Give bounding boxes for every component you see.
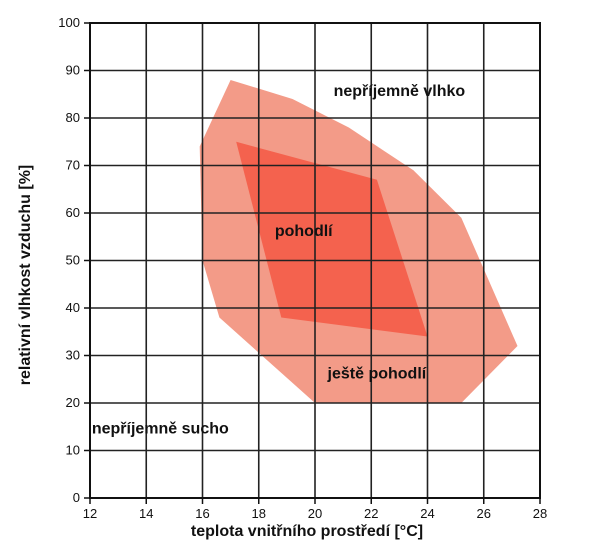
- region-1: [236, 141, 428, 337]
- annotation-3: nepříjemně sucho: [92, 420, 229, 437]
- annotation-2: ještě pohodlí: [327, 366, 427, 383]
- annotation-1: pohodlí: [275, 223, 333, 240]
- y-tick-label: 10: [66, 443, 80, 458]
- x-tick-label: 20: [308, 506, 322, 521]
- x-tick-label: 26: [477, 506, 491, 521]
- x-tick-label: 16: [195, 506, 209, 521]
- x-tick-label: 18: [252, 506, 266, 521]
- x-tick-label: 22: [364, 506, 378, 521]
- x-tick-label: 14: [139, 506, 153, 521]
- x-axis-label: teplota vnitřního prostředí [°C]: [191, 523, 423, 540]
- annotation-0: nepříjemně vlhko: [334, 83, 466, 100]
- y-axis-label: relativní vlhkost vzduchu [%]: [17, 165, 34, 385]
- y-tick-label: 50: [66, 253, 80, 268]
- y-tick-label: 0: [73, 490, 80, 505]
- y-tick-label: 20: [66, 395, 80, 410]
- y-tick-label: 80: [66, 110, 80, 125]
- x-tick-label: 28: [533, 506, 547, 521]
- grid: [89, 22, 541, 499]
- y-tick-label: 100: [58, 15, 80, 30]
- x-tick-label: 24: [420, 506, 434, 521]
- annotations: nepříjemně vlhko pohodlí ještě pohodlí nepř…: [92, 83, 466, 437]
- y-tick-label: 70: [66, 158, 80, 173]
- y-tick-label: 60: [66, 205, 80, 220]
- y-tick-label: 30: [66, 348, 80, 363]
- x-tick-label: 12: [83, 506, 97, 521]
- comfort-regions: [199, 80, 518, 403]
- tick-labels: 12 14 16 18 20 22 24 26 28 0 10 20 30 40 50 60 70 80 90 100: [58, 15, 547, 521]
- y-tick-label: 40: [66, 300, 80, 315]
- y-tick-label: 90: [66, 63, 80, 78]
